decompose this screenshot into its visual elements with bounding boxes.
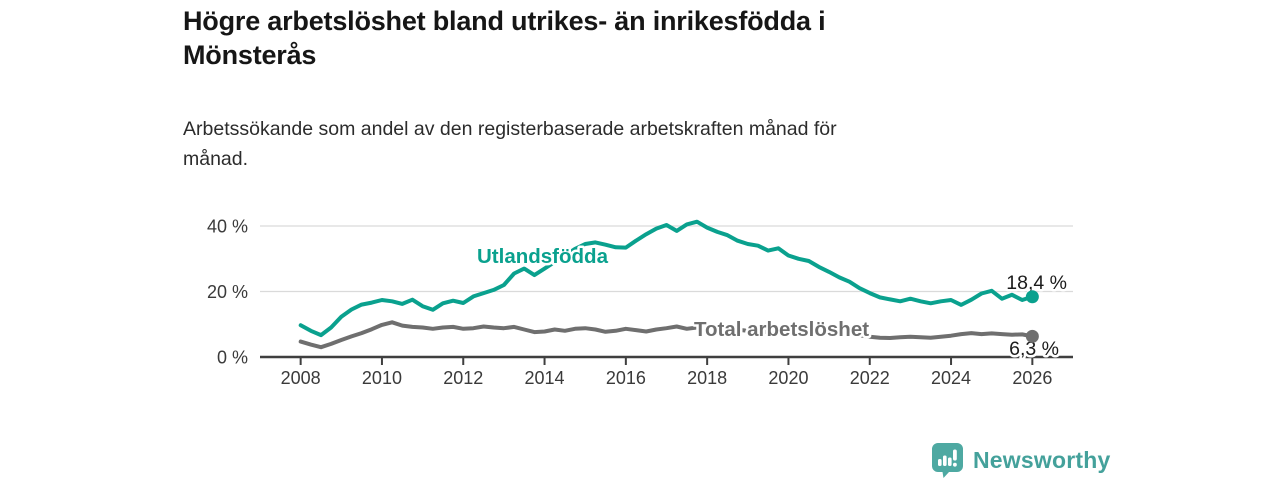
speech-bubble-shape bbox=[932, 443, 963, 478]
page-subtitle-line-2: månad. bbox=[183, 148, 249, 170]
series-line-0 bbox=[298, 219, 1035, 338]
x-tick-label: 2008 bbox=[281, 368, 321, 388]
unemployment-line-chart: 0 % 20 % 40 % 2008 2010 2012 2014 2016 2018 2020 2… bbox=[190, 205, 1090, 400]
y-tick-label: 0 % bbox=[217, 348, 248, 368]
x-tick-label: 2014 bbox=[525, 368, 565, 388]
page-title-line-1: Högre arbetslöshet bland utrikes- än inr… bbox=[183, 6, 826, 36]
x-tick-label: 2022 bbox=[850, 368, 890, 388]
x-tick-label: 2012 bbox=[443, 368, 483, 388]
x-tick-label: 2026 bbox=[1012, 368, 1052, 388]
y-tick-label: 40 % bbox=[207, 217, 248, 237]
page-title-line-2: Mönsterås bbox=[183, 40, 317, 70]
x-tick-label: 2016 bbox=[606, 368, 646, 388]
end-dot-1 bbox=[1025, 329, 1039, 343]
page-title: Högre arbetslöshet bland utrikes- än inr… bbox=[183, 4, 1103, 72]
bar-1 bbox=[938, 459, 942, 466]
series-line-1 bbox=[298, 320, 1035, 350]
bar-3 bbox=[948, 457, 952, 466]
x-tick-label: 2010 bbox=[362, 368, 402, 388]
bar-chart-speech-bubble-icon bbox=[932, 443, 963, 478]
page-subtitle: Arbetssökande som andel av den registerb… bbox=[183, 114, 1083, 174]
end-value-label-0: 18,4 % bbox=[1006, 272, 1067, 294]
end-value-label-1: 6,3 % bbox=[1009, 338, 1059, 360]
x-tick-label: 2018 bbox=[687, 368, 727, 388]
end-dot-0 bbox=[1025, 290, 1039, 304]
x-tick-label: 2020 bbox=[768, 368, 808, 388]
newsworthy-logo: Newsworthy bbox=[931, 442, 1110, 478]
x-tick-label: 2024 bbox=[931, 368, 971, 388]
page-subtitle-line-1: Arbetssökande som andel av den registerb… bbox=[183, 118, 837, 140]
series-label-1: Total arbetslöshet bbox=[694, 318, 869, 341]
exclamation-stem bbox=[953, 449, 957, 461]
brand-name: Newsworthy bbox=[973, 446, 1111, 473]
y-tick-label: 20 % bbox=[207, 282, 248, 302]
chart-svg: 0 % 20 % 40 % 2008 2010 2012 2014 2016 2018 2020 2… bbox=[207, 217, 1073, 388]
exclamation-dot bbox=[953, 462, 957, 467]
series-label-0: Utlandsfödda bbox=[477, 245, 609, 268]
bar-2 bbox=[943, 455, 947, 466]
